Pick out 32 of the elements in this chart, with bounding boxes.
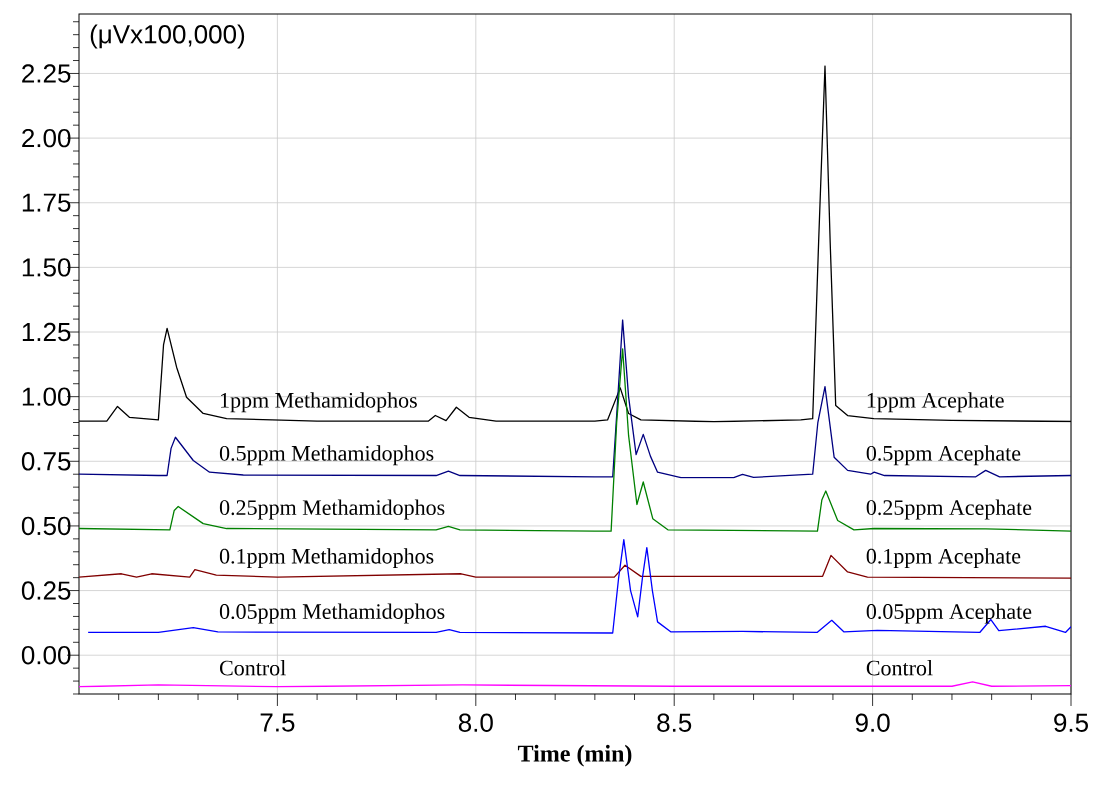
annotation: 0.5ppm Acephate xyxy=(866,445,1021,466)
annotation: 0.25ppm Methamidophos xyxy=(219,499,445,520)
y-tick-label: 1.50 xyxy=(22,258,71,277)
x-tick-label: 9.5 xyxy=(1054,713,1088,732)
y-tick-label: 0.75 xyxy=(21,452,71,471)
line-series xyxy=(79,319,1072,479)
x-tick-label: 7.5 xyxy=(260,713,295,732)
y-axis-title: (μVx100,000) xyxy=(90,24,245,49)
x-axis-title: Time (min) xyxy=(517,744,632,767)
annotation: 0.05ppm Acephate xyxy=(866,603,1032,624)
annotation: 0.05ppm Methamidophos xyxy=(219,603,445,624)
x-tick-label: 8.0 xyxy=(458,713,493,732)
y-tick-label: 2.00 xyxy=(22,128,71,148)
y-tick-label: 1.25 xyxy=(22,322,71,342)
annotation: Control xyxy=(866,660,933,676)
y-tick-label: 2.25 xyxy=(22,64,71,83)
y-tick-label: 0.50 xyxy=(21,516,71,536)
annotation: 0.1ppm Methamidophos xyxy=(219,548,434,569)
x-tick-label: 8.5 xyxy=(657,713,692,732)
x-tick-label: 9.0 xyxy=(855,713,890,732)
annotation: 1ppm Methamidophos xyxy=(221,392,417,413)
annotation: 0.1ppm Acephate xyxy=(866,548,1021,569)
y-tick-label: 1.75 xyxy=(22,193,71,212)
annotation: 1ppm Acephate xyxy=(867,392,1004,413)
annotation: 0.5ppm Methamidophos xyxy=(219,445,434,466)
line-series xyxy=(79,348,1072,532)
y-tick-label: 0.00 xyxy=(21,646,71,665)
line-series xyxy=(87,538,1072,634)
annotation: 0.25ppm Acephate xyxy=(866,499,1032,520)
annotation: Control xyxy=(219,660,286,676)
y-tick-label: 1.00 xyxy=(22,387,71,406)
y-tick-label: 0.25 xyxy=(21,581,71,600)
